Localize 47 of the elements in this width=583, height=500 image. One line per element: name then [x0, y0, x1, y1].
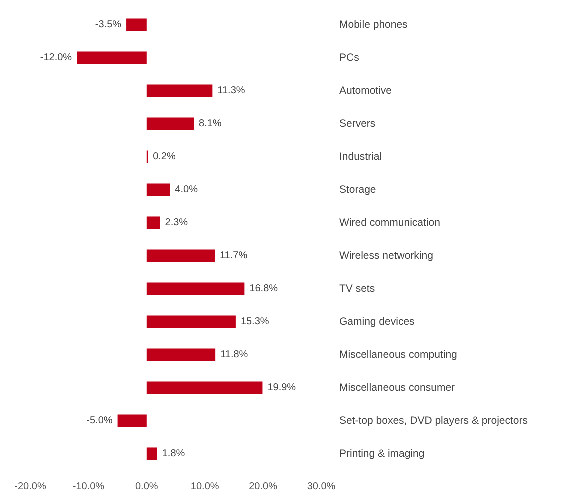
x-tick-label: 20.0% [249, 482, 278, 492]
x-tick-label: -20.0% [14, 482, 46, 492]
data-label: 0.2% [153, 152, 176, 162]
y-tick-label: Miscellaneous computing [340, 349, 458, 361]
data-label: 11.7% [220, 250, 248, 262]
y-tick-label: Wired communication [340, 217, 441, 229]
data-label: -3.5% [95, 20, 122, 30]
data-label: 16.8% [250, 284, 278, 294]
y-tick-label: Wireless networking [340, 250, 434, 262]
bar [146, 382, 263, 394]
data-label: -5.0% [86, 416, 113, 426]
y-tick-label: PCs [340, 52, 360, 64]
data-label: -12.0% [40, 52, 72, 64]
bar [118, 414, 147, 428]
bar [146, 348, 216, 362]
data-label: 15.3% [240, 316, 270, 328]
y-tick-label: Printing & imaging [340, 448, 425, 460]
bar [146, 216, 160, 230]
bar [77, 52, 147, 64]
bar [146, 282, 245, 296]
bar [146, 184, 170, 196]
data-label: 4.0% [175, 184, 198, 196]
data-label: 11.3% [218, 86, 246, 96]
y-tick-label: Servers [340, 118, 376, 130]
y-tick-label: Industrial [340, 151, 382, 163]
data-label: 1.8% [162, 448, 186, 460]
y-tick-label: Miscellaneous consumer [340, 382, 456, 394]
x-tick-label: 10.0% [190, 482, 220, 492]
bar [146, 84, 213, 98]
y-tick-label: Set-top boxes, DVD players & projectors [340, 415, 528, 427]
bar [126, 18, 147, 32]
y-tick-label: TV sets [340, 283, 376, 295]
y-tick-label: Mobile phones [340, 19, 408, 31]
data-label: 19.9% [268, 382, 296, 394]
bar [146, 448, 158, 460]
y-tick-label: Gaming devices [340, 316, 415, 328]
bar [146, 118, 194, 130]
x-tick-label: 30.0% [307, 482, 336, 492]
data-label: 2.3% [165, 218, 188, 228]
bar [146, 316, 236, 328]
x-tick-label: 0.0% [136, 482, 158, 492]
data-label: 8.1% [199, 118, 222, 130]
bar [146, 250, 215, 262]
y-tick-label: Automotive [340, 85, 392, 97]
y-tick-label: Storage [340, 184, 376, 196]
data-label: 11.8% [220, 350, 248, 360]
x-tick-label: -10.0% [72, 482, 105, 492]
